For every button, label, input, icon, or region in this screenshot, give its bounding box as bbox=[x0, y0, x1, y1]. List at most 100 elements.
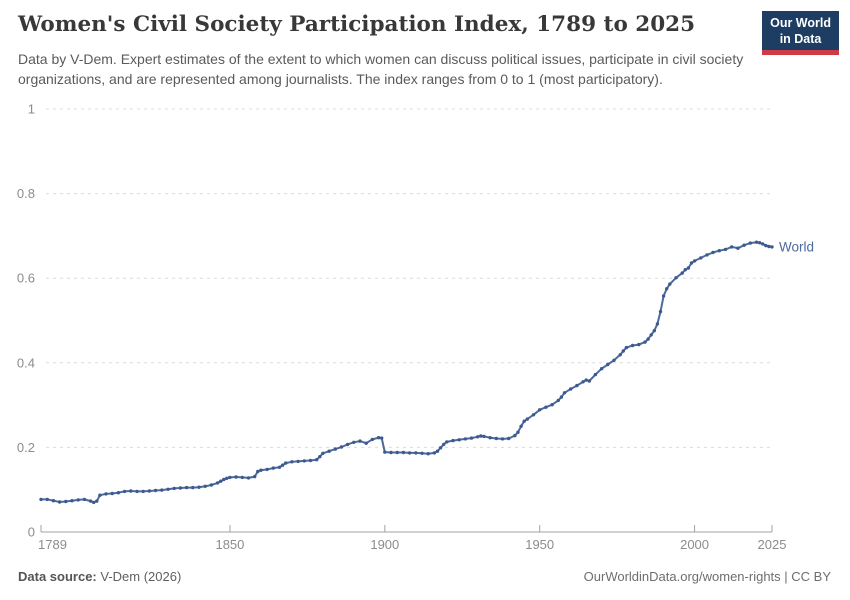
data-point[interactable] bbox=[259, 468, 263, 472]
data-point[interactable] bbox=[280, 463, 285, 467]
data-point[interactable] bbox=[271, 466, 275, 470]
data-point[interactable] bbox=[435, 449, 440, 453]
data-point[interactable] bbox=[222, 477, 226, 482]
data-point[interactable] bbox=[104, 492, 108, 496]
data-point[interactable] bbox=[606, 362, 610, 367]
data-point[interactable] bbox=[488, 436, 492, 440]
data-point[interactable] bbox=[234, 475, 238, 479]
data-point[interactable] bbox=[122, 489, 127, 494]
data-point[interactable] bbox=[764, 243, 768, 248]
data-point[interactable] bbox=[92, 500, 96, 505]
data-point[interactable] bbox=[562, 391, 567, 395]
data-point[interactable] bbox=[141, 489, 145, 494]
data-point[interactable] bbox=[513, 433, 517, 438]
data-point[interactable] bbox=[655, 322, 660, 326]
data-point[interactable] bbox=[76, 498, 80, 502]
data-point[interactable] bbox=[45, 497, 49, 502]
data-point[interactable] bbox=[327, 449, 331, 453]
data-point[interactable] bbox=[296, 459, 300, 464]
data-point[interactable] bbox=[70, 499, 74, 503]
data-point[interactable] bbox=[153, 488, 158, 493]
series-end-label-world[interactable]: World bbox=[779, 239, 814, 254]
data-point[interactable] bbox=[482, 434, 486, 439]
data-point[interactable] bbox=[723, 247, 728, 252]
data-point[interactable] bbox=[389, 450, 393, 455]
data-point[interactable] bbox=[451, 438, 455, 443]
data-point[interactable] bbox=[674, 276, 678, 280]
data-point[interactable] bbox=[82, 497, 87, 502]
data-point[interactable] bbox=[476, 435, 480, 439]
data-point[interactable] bbox=[680, 271, 684, 275]
data-point[interactable] bbox=[284, 461, 288, 465]
data-point[interactable] bbox=[432, 451, 437, 455]
data-point[interactable] bbox=[57, 500, 62, 504]
data-point[interactable] bbox=[665, 287, 669, 291]
data-point[interactable] bbox=[345, 442, 350, 447]
data-point[interactable] bbox=[556, 398, 560, 403]
data-point[interactable] bbox=[757, 241, 762, 245]
data-point[interactable] bbox=[395, 450, 399, 455]
data-point[interactable] bbox=[95, 499, 99, 503]
data-point[interactable] bbox=[705, 253, 709, 257]
owid-logo[interactable]: Our World in Data bbox=[762, 11, 839, 56]
data-point[interactable] bbox=[253, 474, 257, 479]
data-point[interactable] bbox=[420, 451, 424, 455]
data-point[interactable] bbox=[88, 499, 93, 503]
data-point[interactable] bbox=[519, 424, 523, 428]
data-point[interactable] bbox=[736, 246, 740, 250]
data-point[interactable] bbox=[160, 488, 164, 492]
data-point[interactable] bbox=[599, 367, 604, 371]
data-point[interactable] bbox=[414, 451, 418, 455]
series-line-world[interactable] bbox=[40, 241, 773, 504]
data-point[interactable] bbox=[686, 266, 691, 270]
data-point[interactable] bbox=[730, 245, 734, 249]
data-point[interactable] bbox=[711, 250, 715, 255]
data-point[interactable] bbox=[383, 450, 387, 454]
data-point[interactable] bbox=[39, 497, 43, 502]
data-point[interactable] bbox=[587, 379, 591, 383]
data-point[interactable] bbox=[426, 452, 430, 456]
data-point[interactable] bbox=[265, 467, 269, 472]
data-point[interactable] bbox=[364, 441, 368, 445]
data-point[interactable] bbox=[240, 475, 244, 480]
data-point[interactable] bbox=[110, 491, 114, 496]
data-point[interactable] bbox=[315, 458, 319, 462]
data-point[interactable] bbox=[308, 458, 313, 463]
data-point[interactable] bbox=[442, 442, 446, 447]
data-point[interactable] bbox=[116, 491, 121, 495]
data-point[interactable] bbox=[754, 240, 759, 244]
data-point[interactable] bbox=[500, 437, 505, 441]
data-point[interactable] bbox=[624, 345, 629, 350]
data-point[interactable] bbox=[531, 413, 536, 417]
data-point[interactable] bbox=[256, 469, 260, 474]
data-point[interactable] bbox=[135, 489, 139, 494]
data-point[interactable] bbox=[197, 485, 201, 489]
data-point[interactable] bbox=[544, 405, 548, 409]
data-point[interactable] bbox=[538, 408, 542, 412]
data-point[interactable] bbox=[445, 440, 449, 444]
data-point[interactable] bbox=[575, 383, 579, 388]
data-point[interactable] bbox=[191, 485, 195, 490]
data-point[interactable] bbox=[463, 437, 468, 441]
data-point[interactable] bbox=[147, 489, 152, 493]
data-point[interactable] bbox=[618, 353, 622, 357]
data-point[interactable] bbox=[290, 460, 294, 464]
data-point[interactable] bbox=[64, 499, 68, 504]
data-point[interactable] bbox=[593, 372, 598, 377]
data-point[interactable] bbox=[637, 342, 641, 347]
data-point[interactable] bbox=[494, 436, 498, 441]
data-point[interactable] bbox=[661, 294, 666, 298]
data-point[interactable] bbox=[318, 455, 322, 459]
data-point[interactable] bbox=[683, 268, 687, 272]
data-point[interactable] bbox=[469, 436, 474, 440]
data-point[interactable] bbox=[339, 445, 344, 449]
data-point[interactable] bbox=[652, 329, 656, 333]
data-point[interactable] bbox=[321, 451, 325, 455]
data-point[interactable] bbox=[225, 476, 229, 480]
data-point[interactable] bbox=[228, 475, 232, 480]
data-point[interactable] bbox=[612, 358, 616, 362]
data-point[interactable] bbox=[668, 282, 672, 286]
data-point[interactable] bbox=[748, 241, 752, 245]
data-point[interactable] bbox=[129, 489, 133, 493]
data-point[interactable] bbox=[407, 451, 412, 455]
